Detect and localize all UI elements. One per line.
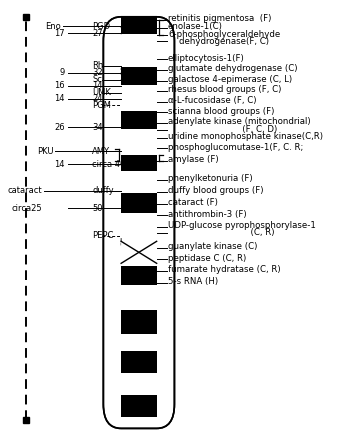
- Text: PEPC: PEPC: [92, 231, 113, 240]
- Text: (C, R): (C, R): [168, 229, 274, 237]
- Text: 17: 17: [54, 29, 65, 38]
- FancyBboxPatch shape: [103, 17, 174, 428]
- Text: uridine monophosphate kinase(C,R): uridine monophosphate kinase(C,R): [168, 132, 323, 141]
- Text: duffy blood groups (F): duffy blood groups (F): [168, 186, 264, 195]
- Text: elliptocytosis-1(F): elliptocytosis-1(F): [168, 54, 245, 62]
- Bar: [121, 17, 157, 35]
- Bar: [121, 67, 157, 85]
- Text: scianna blood groups (F): scianna blood groups (F): [168, 106, 274, 116]
- Bar: [121, 112, 157, 129]
- Text: 14: 14: [92, 82, 103, 90]
- Text: 50: 50: [92, 204, 103, 213]
- Text: circa 40: circa 40: [92, 160, 125, 169]
- Polygon shape: [121, 241, 157, 263]
- Bar: [121, 396, 157, 417]
- Bar: [121, 351, 157, 373]
- Text: dehydrogenase(F, C): dehydrogenase(F, C): [168, 36, 269, 46]
- Text: UDP-glucose pyrophosphorylase-1: UDP-glucose pyrophosphorylase-1: [168, 221, 316, 230]
- Bar: [121, 155, 157, 171]
- Text: circa25: circa25: [11, 204, 42, 213]
- Text: 14: 14: [54, 160, 65, 169]
- Text: 32: 32: [92, 68, 103, 77]
- Text: antithrombin-3 (F): antithrombin-3 (F): [168, 210, 247, 218]
- Text: duffy: duffy: [92, 186, 114, 195]
- Text: adenylate kinase (mitochondrial): adenylate kinase (mitochondrial): [168, 117, 310, 126]
- Text: amylase (F): amylase (F): [168, 155, 219, 164]
- Text: phenylketonuria (F): phenylketonuria (F): [168, 174, 253, 183]
- Text: Sc: Sc: [92, 75, 102, 84]
- Text: galactose 4-epimerase (C, L): galactose 4-epimerase (C, L): [168, 75, 292, 84]
- Bar: [121, 193, 157, 213]
- Text: enolase-1(C): enolase-1(C): [168, 22, 223, 31]
- Text: cataract: cataract: [7, 186, 42, 195]
- Text: fumarate hydratase (C, R): fumarate hydratase (C, R): [168, 265, 281, 274]
- Text: 24: 24: [92, 94, 103, 103]
- Text: (F, C, D): (F, C, D): [168, 125, 277, 134]
- Bar: [121, 310, 157, 334]
- Text: 16: 16: [54, 82, 65, 90]
- Bar: [121, 265, 157, 285]
- Text: PGM: PGM: [92, 101, 111, 110]
- Text: 26: 26: [54, 123, 65, 132]
- Text: PKU: PKU: [37, 147, 53, 155]
- Text: AMY: AMY: [92, 147, 110, 155]
- Text: rhesus blood groups (F, C): rhesus blood groups (F, C): [168, 85, 281, 94]
- Text: glutamate dehydrogenase (C): glutamate dehydrogenase (C): [168, 64, 298, 73]
- Text: α-L-fucosidase (F, C): α-L-fucosidase (F, C): [168, 96, 257, 105]
- Text: 14: 14: [54, 94, 65, 103]
- Text: Rh: Rh: [92, 61, 103, 70]
- Text: phosphoglucomutase-1(F, C. R;: phosphoglucomutase-1(F, C. R;: [168, 143, 303, 152]
- Text: Eno: Eno: [46, 22, 61, 31]
- Text: peptidase C (C, R): peptidase C (C, R): [168, 253, 246, 263]
- Text: guanylate kinase (C): guanylate kinase (C): [168, 242, 257, 251]
- Text: 5-s RNA (H): 5-s RNA (H): [168, 277, 218, 286]
- Text: 9: 9: [60, 68, 65, 77]
- Text: PGD: PGD: [92, 22, 110, 31]
- Text: UMK: UMK: [92, 88, 111, 97]
- Text: 34: 34: [92, 123, 103, 132]
- Text: cataract (F): cataract (F): [168, 198, 218, 207]
- Text: 27: 27: [92, 29, 103, 38]
- Text: 6-phosphoglyceraldehyde: 6-phosphoglyceraldehyde: [168, 31, 280, 39]
- Text: retinitis pigmentosa  (F): retinitis pigmentosa (F): [168, 14, 271, 23]
